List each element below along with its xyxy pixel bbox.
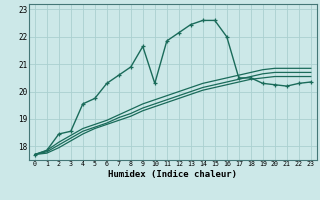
- X-axis label: Humidex (Indice chaleur): Humidex (Indice chaleur): [108, 170, 237, 179]
